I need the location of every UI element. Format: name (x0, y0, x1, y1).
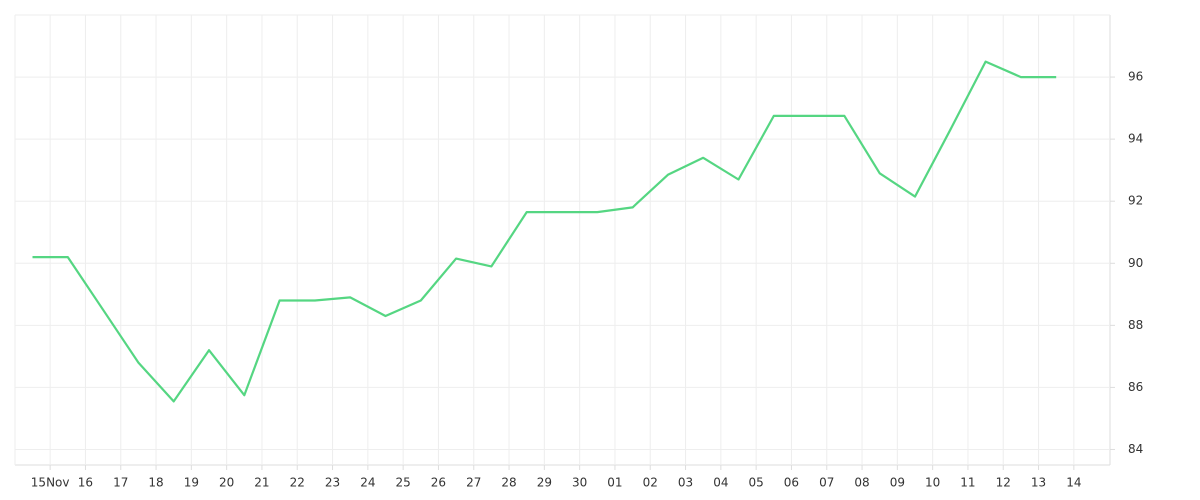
x-tick-label: 27 (466, 476, 481, 490)
x-tick-label: 19 (184, 476, 199, 490)
y-tick-label: 86 (1128, 380, 1143, 394)
x-tick-label: 14 (1066, 476, 1081, 490)
x-tick-label: 05 (749, 476, 764, 490)
x-tick-label: 25 (396, 476, 411, 490)
x-tick-label: 06 (784, 476, 799, 490)
x-tick-label: 21 (254, 476, 269, 490)
y-tick-label: 96 (1128, 70, 1143, 84)
x-tick-label: 12 (996, 476, 1011, 490)
x-tick-label: 22 (290, 476, 305, 490)
x-tick-label: 17 (113, 476, 128, 490)
x-tick-label: 01 (607, 476, 622, 490)
y-tick-label: 94 (1128, 132, 1143, 146)
x-tick-label: 10 (925, 476, 940, 490)
y-tick-label: 90 (1128, 256, 1143, 270)
y-tick-label: 92 (1128, 194, 1143, 208)
y-tick-label: 88 (1128, 318, 1143, 332)
x-tick-label: 29 (537, 476, 552, 490)
x-tick-label: 30 (572, 476, 587, 490)
x-tick-label: 24 (360, 476, 375, 490)
price-line (32, 60, 1057, 403)
x-tick-label: 16 (78, 476, 93, 490)
x-tick-label: 02 (643, 476, 658, 490)
x-tick-label: 23 (325, 476, 340, 490)
x-tick-label: 20 (219, 476, 234, 490)
x-tick-label: 11 (960, 476, 975, 490)
x-tick-label: 18 (148, 476, 163, 490)
y-tick-label: 84 (1128, 442, 1143, 456)
x-tick-label: 07 (819, 476, 834, 490)
x-tick-label: 04 (713, 476, 728, 490)
x-tick-label: 13 (1031, 476, 1046, 490)
x-tick-label: 28 (501, 476, 516, 490)
x-tick-label: 09 (890, 476, 905, 490)
x-tick-label: 26 (431, 476, 446, 490)
x-tick-label: 15Nov (31, 476, 70, 490)
x-tick-label: 08 (854, 476, 869, 490)
x-tick-label: 03 (678, 476, 693, 490)
